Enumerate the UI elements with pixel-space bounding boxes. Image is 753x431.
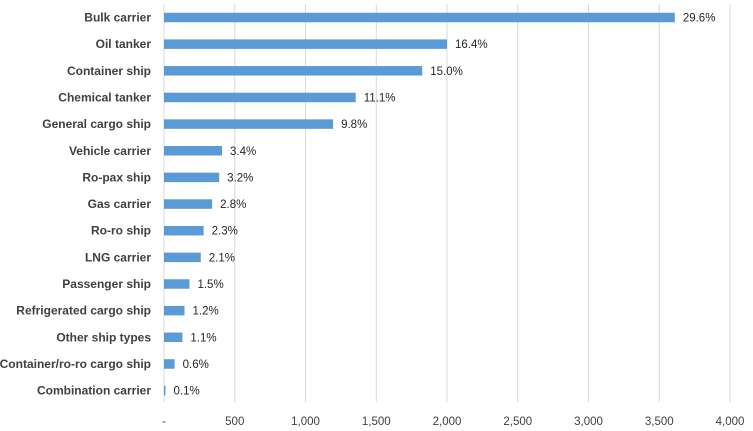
data-label: 1.5% — [197, 279, 223, 291]
bar — [164, 305, 185, 316]
data-label: 9.8% — [341, 119, 367, 131]
x-tick-label: 4,000 — [716, 416, 745, 428]
bar — [164, 92, 356, 103]
bar — [164, 66, 423, 76]
bar — [164, 199, 213, 209]
x-tick-label: 1,500 — [362, 416, 391, 428]
data-label: 15.0% — [430, 66, 463, 78]
category-label: Chemical tanker — [58, 90, 151, 104]
category-labels: Bulk carrier Oil tanker Container ship Chem… — [0, 11, 151, 398]
bar — [164, 146, 223, 156]
bar — [164, 172, 220, 183]
category-label: Oil tanker — [96, 37, 152, 51]
data-label: 0.6% — [183, 359, 209, 371]
category-label: Ro-ro ship — [91, 224, 151, 238]
category-label: Bulk carrier — [84, 11, 151, 25]
data-labels: 29.6% 16.4% 15.0% 11.1% 9.8% 3.4% 3.2% 2.8% 2.3%… — [174, 13, 716, 398]
data-label: 1.2% — [193, 306, 219, 318]
data-label: 29.6% — [683, 13, 716, 25]
data-label: 11.1% — [364, 92, 396, 104]
x-tick-label: 1,000 — [291, 416, 320, 428]
data-label: 2.1% — [209, 252, 235, 264]
bar — [164, 359, 175, 369]
data-label: 16.4% — [455, 39, 488, 51]
data-label: 3.4% — [230, 146, 256, 158]
bar — [164, 332, 183, 343]
x-tick-label: 3,500 — [645, 416, 674, 428]
data-label: 3.2% — [227, 172, 253, 184]
category-label: Refrigerated cargo ship — [16, 304, 151, 318]
x-tick-label: 500 — [225, 416, 244, 428]
category-label: Container/ro-ro cargo ship — [0, 357, 151, 371]
category-label: Combination carrier — [37, 384, 151, 398]
data-label: 1.1% — [190, 332, 216, 344]
category-label: Other ship types — [56, 330, 151, 344]
x-tick-label: - — [162, 416, 166, 428]
category-label: Container ship — [67, 64, 151, 78]
category-label: LNG carrier — [85, 250, 151, 264]
category-label: Gas carrier — [88, 197, 152, 211]
data-label: 0.1% — [174, 386, 200, 398]
bars — [164, 12, 675, 396]
bar — [164, 252, 201, 263]
bar — [164, 119, 334, 129]
x-tick-label: 2,000 — [433, 416, 462, 428]
category-label: Passenger ship — [62, 277, 151, 291]
x-axis-tick-labels: - 500 1,000 1,500 2,000 2,500 3,000 3,500 4,000 — [162, 416, 744, 428]
x-tick-label: 3,000 — [574, 416, 603, 428]
category-label: Ro-pax ship — [82, 170, 151, 184]
bar — [164, 225, 204, 236]
data-label: 2.3% — [212, 226, 238, 238]
x-tick-label: 2,500 — [503, 416, 532, 428]
bar — [164, 385, 166, 396]
grid-lines — [163, 4, 731, 402]
bar — [164, 12, 675, 23]
category-label: Vehicle carrier — [69, 144, 151, 158]
bar — [164, 279, 190, 289]
data-label: 2.8% — [220, 199, 246, 211]
bar — [164, 39, 447, 49]
category-label: General cargo ship — [42, 117, 151, 131]
